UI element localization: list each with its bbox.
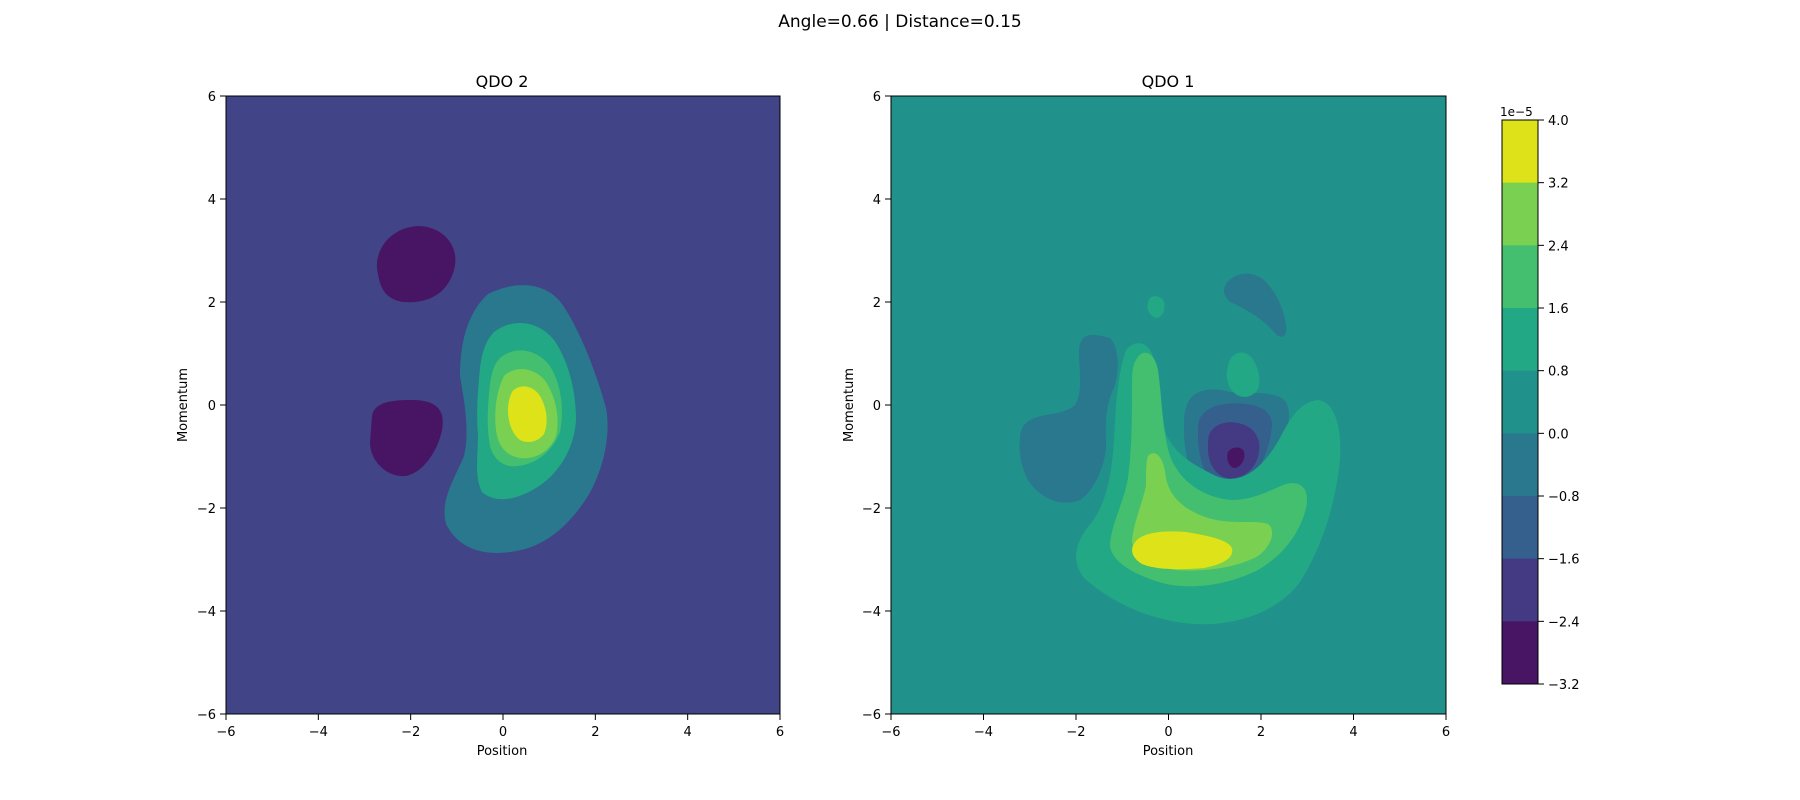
qdo1-xtick-label: −2 xyxy=(1066,725,1085,740)
colorbar-band xyxy=(1502,370,1538,434)
qdo1-positive-maximum xyxy=(1132,531,1233,570)
qdo1-ytick-label: −4 xyxy=(862,605,881,620)
qdo1-xtick-label: −6 xyxy=(881,725,900,740)
qdo1-xtick-label: −4 xyxy=(974,725,993,740)
qdo2-ytick-label: 6 xyxy=(208,90,216,105)
colorbar-tick-label: 0.0 xyxy=(1548,427,1569,442)
qdo1-positive-blob-mid xyxy=(1226,352,1260,397)
qdo2-ytick-label: −4 xyxy=(197,605,216,620)
panel-qdo1-ticks: −6 −4 −2 0 2 4 6 −6 −4 −2 0 2 4 6 xyxy=(862,90,1450,740)
qdo1-negative-region-upper xyxy=(1223,273,1287,337)
colorbar-tick-label: 3.2 xyxy=(1548,177,1569,192)
colorbar-band xyxy=(1502,120,1538,184)
qdo2-ytick-label: 2 xyxy=(208,296,216,311)
colorbar-band xyxy=(1502,621,1538,685)
panel-qdo1-contours xyxy=(891,96,1446,714)
panel-qdo1: QDO 1 −6 −4 −2 0 2 4 6 −6 −4 −2 0 2 4 6 Position Mome… xyxy=(842,72,1450,759)
qdo2-ytick-label: 4 xyxy=(208,193,216,208)
colorbar-tick-label: 0.8 xyxy=(1548,365,1569,380)
qdo2-ytick-label: −2 xyxy=(197,502,216,517)
qdo1-ytick-label: 6 xyxy=(873,90,881,105)
panel-qdo1-title: QDO 1 xyxy=(1142,72,1195,91)
panel-qdo1-xlabel: Position xyxy=(1143,744,1194,759)
panel-qdo2-contours xyxy=(226,96,780,714)
colorbar-tick-label: 2.4 xyxy=(1548,239,1569,254)
qdo1-background-region xyxy=(891,96,1446,714)
qdo1-negative-minimum xyxy=(1227,447,1245,468)
qdo1-ytick-label: −6 xyxy=(862,708,881,723)
qdo2-ytick-label: 0 xyxy=(208,399,216,414)
qdo2-ytick-label: −6 xyxy=(197,708,216,723)
colorbar-band xyxy=(1502,182,1538,246)
colorbar-band xyxy=(1502,308,1538,372)
qdo2-xtick-label: −2 xyxy=(401,725,420,740)
qdo1-xtick-label: 2 xyxy=(1257,725,1265,740)
colorbar-tick-label: −2.4 xyxy=(1548,615,1580,630)
colorbar-tick-label: −0.8 xyxy=(1548,490,1580,505)
colorbar-frame xyxy=(1501,119,1539,685)
colorbar-band xyxy=(1502,433,1538,497)
colorbar-multiplier: 1e−5 xyxy=(1500,105,1533,119)
figure-suptitle: Angle=0.66 | Distance=0.15 xyxy=(778,12,1022,32)
panel-qdo2-ylabel: Momentum xyxy=(176,368,191,442)
colorbar-tick-label: 1.6 xyxy=(1548,302,1569,317)
qdo2-xtick-label: 6 xyxy=(776,725,784,740)
qdo2-xtick-label: 0 xyxy=(499,725,507,740)
qdo1-positive-blob-small xyxy=(1147,296,1165,318)
qdo1-negative-region-left xyxy=(1019,334,1118,503)
qdo2-negative-lobe-lower xyxy=(370,400,443,477)
colorbar-bands xyxy=(1502,120,1538,685)
qdo2-xtick-label: 2 xyxy=(591,725,599,740)
colorbar-tick-label: −1.6 xyxy=(1548,553,1580,568)
colorbar-ticks: 4.0 3.2 2.4 1.6 0.8 0.0 −0.8 −1.6 −2.4 −3.2 xyxy=(1538,114,1580,693)
qdo2-xtick-label: −4 xyxy=(309,725,328,740)
panel-qdo2: QDO 2 −6 −4 −2 0 2 4 6 −6 −4 −2 0 2 4 6 Position Mome… xyxy=(176,72,784,759)
panel-qdo1-ylabel: Momentum xyxy=(842,368,857,442)
colorbar-tick-label: −3.2 xyxy=(1548,678,1580,693)
qdo1-ytick-label: −2 xyxy=(862,502,881,517)
colorbar-band xyxy=(1502,245,1538,309)
qdo1-ytick-label: 2 xyxy=(873,296,881,311)
panel-qdo2-xlabel: Position xyxy=(477,744,528,759)
colorbar-tick-label: 4.0 xyxy=(1548,114,1569,129)
colorbar-band xyxy=(1502,496,1538,560)
qdo2-xtick-label: −6 xyxy=(216,725,235,740)
qdo1-xtick-label: 6 xyxy=(1442,725,1450,740)
qdo1-xtick-label: 0 xyxy=(1164,725,1172,740)
panel-qdo2-ticks: −6 −4 −2 0 2 4 6 −6 −4 −2 0 2 4 6 xyxy=(197,90,784,740)
colorbar: 1e−5 4.0 3.2 2.4 1.6 0.8 0.0 −0.8 −1.6 −2.4 −3.2 xyxy=(1500,105,1580,693)
colorbar-band xyxy=(1502,558,1538,622)
qdo1-ytick-label: 0 xyxy=(873,399,881,414)
qdo1-xtick-label: 4 xyxy=(1349,725,1357,740)
panel-qdo2-title: QDO 2 xyxy=(476,72,529,91)
qdo2-peak-region xyxy=(508,386,547,442)
qdo2-xtick-label: 4 xyxy=(684,725,692,740)
qdo2-negative-lobe-upper xyxy=(376,226,456,303)
qdo1-ytick-label: 4 xyxy=(873,193,881,208)
